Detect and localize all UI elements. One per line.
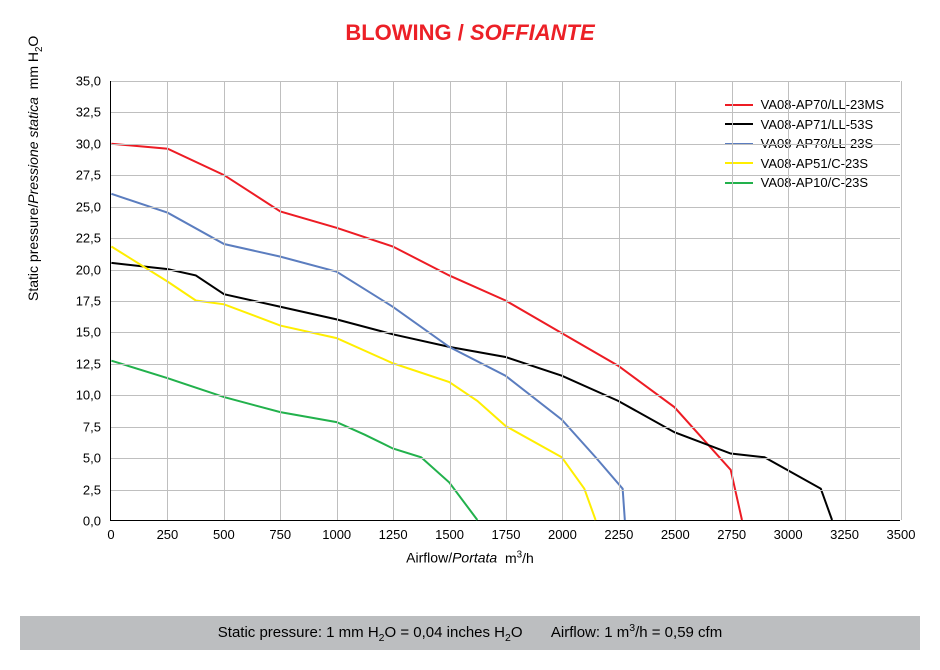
legend-swatch: [725, 123, 753, 125]
y-tick-label: 7,5: [61, 419, 101, 434]
x-tick-label: 3500: [887, 527, 916, 542]
grid-line-h: [111, 301, 900, 302]
x-tick-label: 2250: [604, 527, 633, 542]
legend-swatch: [725, 162, 753, 164]
y-tick-label: 22,5: [61, 231, 101, 246]
grid-line-h: [111, 207, 900, 208]
y-tick-label: 27,5: [61, 168, 101, 183]
y-tick-label: 25,0: [61, 199, 101, 214]
y-tick-label: 12,5: [61, 356, 101, 371]
x-tick-label: 0: [107, 527, 114, 542]
x-tick-label: 1750: [492, 527, 521, 542]
grid-line-h: [111, 395, 900, 396]
y-axis-unit: mm H2O: [25, 36, 41, 90]
y-tick-label: 10,0: [61, 388, 101, 403]
x-tick-label: 250: [157, 527, 179, 542]
title-plain: BLOWING: [345, 20, 451, 45]
plot-area: VA08-AP70/LL-23MSVA08-AP71/LL-53SVA08-AP…: [110, 81, 900, 521]
series-line: [111, 194, 624, 520]
grid-line-v: [901, 81, 902, 520]
x-tick-label: 3250: [830, 527, 859, 542]
x-tick-label: 500: [213, 527, 235, 542]
y-axis-title: Static pressure/Pressione statica mm H2O: [25, 36, 45, 301]
grid-line-h: [111, 175, 900, 176]
y-tick-label: 15,0: [61, 325, 101, 340]
x-tick-label: 2500: [661, 527, 690, 542]
legend-item: VA08-AP51/C-23S: [725, 154, 884, 174]
legend-label: VA08-AP71/LL-53S: [761, 115, 874, 135]
grid-line-h: [111, 112, 900, 113]
x-tick-label: 1250: [379, 527, 408, 542]
series-line: [111, 361, 477, 520]
y-tick-label: 0,0: [61, 514, 101, 529]
footer-bar: Static pressure: 1 mm H2O = 0,04 inches …: [20, 616, 920, 650]
grid-line-h: [111, 144, 900, 145]
y-tick-label: 17,5: [61, 294, 101, 309]
legend-label: VA08-AP51/C-23S: [761, 154, 868, 174]
grid-line-h: [111, 458, 900, 459]
y-tick-label: 32,5: [61, 105, 101, 120]
y-tick-label: 35,0: [61, 74, 101, 89]
legend-swatch: [725, 104, 753, 106]
x-tick-label: 2750: [717, 527, 746, 542]
x-tick-label: 750: [269, 527, 291, 542]
x-axis-unit: m3/h: [505, 550, 534, 566]
grid-line-h: [111, 427, 900, 428]
grid-line-h: [111, 490, 900, 491]
x-tick-label: 2000: [548, 527, 577, 542]
chart-title: BLOWING / SOFFIANTE: [20, 20, 920, 46]
x-tick-label: 1000: [322, 527, 351, 542]
legend-swatch: [725, 182, 753, 184]
grid-line-h: [111, 270, 900, 271]
title-italic: SOFFIANTE: [470, 20, 595, 45]
y-tick-label: 2,5: [61, 482, 101, 497]
y-tick-label: 30,0: [61, 136, 101, 151]
x-tick-label: 3000: [774, 527, 803, 542]
x-axis-title: Airflow/Portata m3/h: [20, 549, 920, 566]
grid-line-h: [111, 332, 900, 333]
y-tick-label: 20,0: [61, 262, 101, 277]
grid-line-h: [111, 81, 900, 82]
legend-item: VA08-AP71/LL-53S: [725, 115, 884, 135]
chart-container: Static pressure/Pressione statica mm H2O…: [20, 66, 920, 606]
footer-left: Static pressure: 1 mm H2O = 0,04 inches …: [218, 624, 523, 641]
grid-line-h: [111, 364, 900, 365]
footer-right: Airflow: 1 m3/h = 0,59 cfm: [551, 624, 722, 641]
x-tick-label: 1500: [435, 527, 464, 542]
grid-line-h: [111, 238, 900, 239]
y-tick-label: 5,0: [61, 451, 101, 466]
